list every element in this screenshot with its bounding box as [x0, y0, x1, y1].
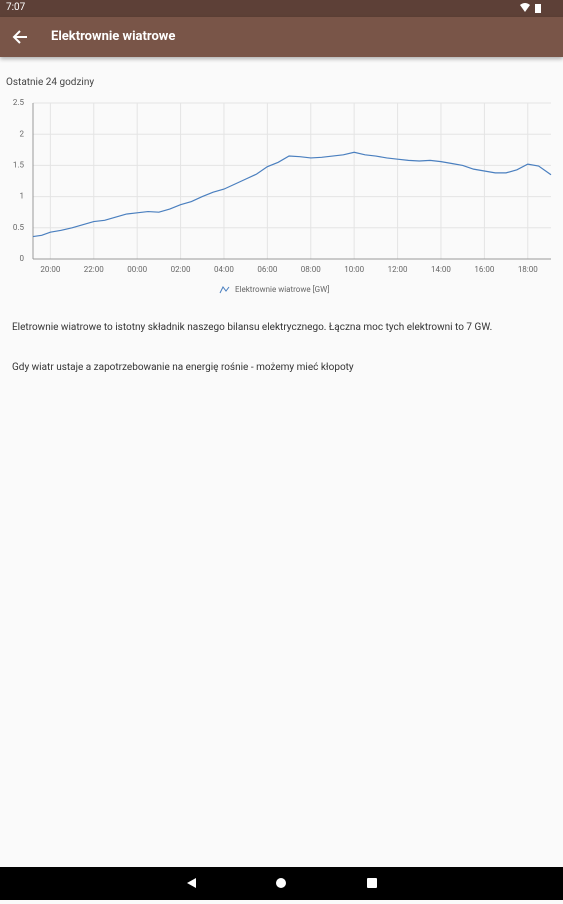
x-tick-label: 12:00 — [388, 265, 408, 274]
y-tick-label: 0.5 — [13, 223, 25, 232]
nav-back[interactable] — [187, 878, 196, 888]
paragraph: Eletrownie wiatrowe to istotny składnik … — [12, 322, 493, 333]
x-tick-label: 22:00 — [84, 265, 104, 274]
back-button[interactable] — [11, 27, 31, 47]
app-bar: Elektrownie wiatrowe — [0, 17, 563, 57]
plot-area — [33, 103, 551, 259]
x-tick-label: 08:00 — [301, 265, 321, 274]
y-tick-label: 1 — [20, 192, 25, 201]
x-tick-label: 14:00 — [431, 265, 451, 274]
x-tick-label: 02:00 — [171, 265, 191, 274]
x-tick-label: 16:00 — [474, 265, 494, 274]
navigation-bar — [0, 867, 563, 900]
x-tick-label: 10:00 — [344, 265, 364, 274]
x-tick-label: 04:00 — [214, 265, 234, 274]
status-icons — [520, 3, 541, 13]
x-tick-label: 18:00 — [518, 265, 538, 274]
chart: 0 0.5 1 1.5 2 2.5 20:00 22:00 00:00 02:00 04:00 06:… — [13, 98, 552, 294]
nav-home[interactable] — [276, 878, 286, 888]
legend-label: Elektrownie wiatrowe [GW] — [235, 285, 329, 294]
x-tick-label: 20:00 — [40, 265, 60, 274]
clock: 7:07 — [6, 2, 26, 13]
y-tick-label: 2 — [20, 129, 25, 138]
data-line — [32, 151, 552, 238]
subtitle: Ostatnie 24 godziny — [6, 77, 95, 88]
paragraph: Gdy wiatr ustaje a zapotrzebowanie na en… — [12, 362, 354, 373]
nav-recents[interactable] — [367, 878, 377, 888]
y-tick-label: 1.5 — [13, 161, 25, 170]
nav-buttons — [187, 878, 377, 888]
x-tick-label: 00:00 — [127, 265, 147, 274]
legend-swatch — [219, 286, 230, 294]
app-title: Elektrownie wiatrowe — [51, 29, 176, 44]
status-bar: 7:07 — [0, 0, 563, 17]
x-tick-label: 06:00 — [257, 265, 277, 274]
y-tick-label: 0 — [20, 254, 25, 263]
y-tick-label: 2.5 — [13, 98, 25, 107]
